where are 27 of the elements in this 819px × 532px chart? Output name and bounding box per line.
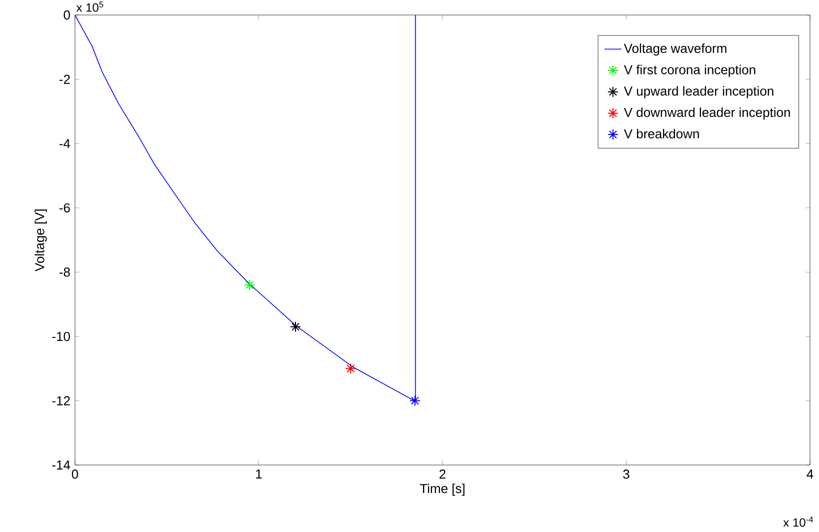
point [409, 395, 420, 406]
y-tick-label: -6 [59, 203, 70, 212]
legend-label: V downward leader inception [624, 108, 790, 120]
legend-label: V first corona inception [624, 64, 756, 77]
text: x 10$^{-4}$ [783, 516, 814, 527]
x-tick-label: 1 [256, 470, 262, 478]
y-tick-label: -8 [59, 268, 70, 277]
y-tick-label: -12 [52, 396, 70, 406]
x-tick-label: 0 [72, 470, 78, 479]
x-axis-title: Time [s] [420, 484, 464, 496]
text: x 10$^{5}$ [76, 2, 104, 12]
y-tick-label: 0 [64, 10, 70, 20]
point [244, 279, 256, 290]
y-tick-label: -14 [52, 460, 70, 470]
x-tick-label: 4 [806, 470, 814, 478]
point [290, 321, 302, 332]
y-axis-title: Voltage [V] [34, 209, 47, 272]
y-tick-label: -10 [52, 332, 70, 342]
y-tick-label: -4 [59, 139, 70, 148]
legend-label: V upward leader inception [624, 86, 774, 98]
legend-label: Voltage waveform [624, 43, 726, 56]
x-tick-label: 2 [440, 470, 446, 479]
point [345, 363, 356, 374]
x-tick-label: 3 [623, 470, 630, 479]
line-series [75, 14, 416, 402]
legend-label: V breakdown [624, 128, 699, 138]
y-tick-label: -2 [59, 74, 70, 84]
